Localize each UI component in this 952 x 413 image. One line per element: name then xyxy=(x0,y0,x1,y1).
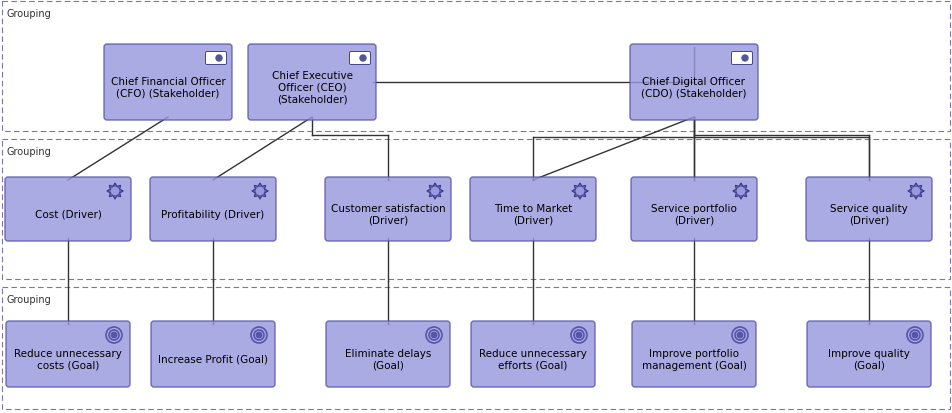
Circle shape xyxy=(431,333,437,338)
Text: Service portfolio
(Driver): Service portfolio (Driver) xyxy=(651,204,737,225)
FancyBboxPatch shape xyxy=(248,45,376,121)
FancyBboxPatch shape xyxy=(470,178,596,242)
FancyBboxPatch shape xyxy=(630,45,758,121)
Polygon shape xyxy=(252,183,268,199)
Polygon shape xyxy=(427,183,443,199)
FancyBboxPatch shape xyxy=(151,321,275,387)
Text: Chief Digital Officer
(CDO) (Stakeholder): Chief Digital Officer (CDO) (Stakeholder… xyxy=(642,77,746,99)
Polygon shape xyxy=(733,183,749,199)
FancyBboxPatch shape xyxy=(325,178,451,242)
Text: Improve portfolio
management (Goal): Improve portfolio management (Goal) xyxy=(642,348,746,370)
FancyBboxPatch shape xyxy=(5,178,131,242)
Text: Customer satisfaction
(Driver): Customer satisfaction (Driver) xyxy=(330,204,446,225)
Circle shape xyxy=(360,56,366,62)
Text: Chief Executive
Officer (CEO)
(Stakeholder): Chief Executive Officer (CEO) (Stakehold… xyxy=(271,71,352,104)
FancyBboxPatch shape xyxy=(806,178,932,242)
Text: Reduce unnecessary
costs (Goal): Reduce unnecessary costs (Goal) xyxy=(14,348,122,370)
Circle shape xyxy=(431,188,439,195)
Circle shape xyxy=(738,333,743,338)
FancyBboxPatch shape xyxy=(807,321,931,387)
FancyBboxPatch shape xyxy=(104,45,232,121)
FancyBboxPatch shape xyxy=(150,178,276,242)
Text: Grouping: Grouping xyxy=(6,294,50,304)
Text: Chief Financial Officer
(CFO) (Stakeholder): Chief Financial Officer (CFO) (Stakehold… xyxy=(110,77,226,99)
FancyBboxPatch shape xyxy=(326,321,450,387)
Circle shape xyxy=(742,56,748,62)
Polygon shape xyxy=(572,183,588,199)
Circle shape xyxy=(577,188,584,195)
Circle shape xyxy=(913,188,920,195)
FancyBboxPatch shape xyxy=(471,321,595,387)
Text: Grouping: Grouping xyxy=(6,147,50,157)
Circle shape xyxy=(256,188,264,195)
Bar xyxy=(2,2,950,132)
FancyBboxPatch shape xyxy=(632,321,756,387)
Polygon shape xyxy=(107,183,123,199)
Text: Improve quality
(Goal): Improve quality (Goal) xyxy=(828,348,910,370)
Bar xyxy=(2,287,950,409)
Text: Service quality
(Driver): Service quality (Driver) xyxy=(830,204,908,225)
Circle shape xyxy=(577,333,582,338)
FancyBboxPatch shape xyxy=(6,321,130,387)
Circle shape xyxy=(256,333,262,338)
Text: Eliminate delays
(Goal): Eliminate delays (Goal) xyxy=(345,348,431,370)
Circle shape xyxy=(738,188,744,195)
Bar xyxy=(2,140,950,279)
Circle shape xyxy=(913,333,918,338)
Text: Reduce unnecessary
efforts (Goal): Reduce unnecessary efforts (Goal) xyxy=(479,348,587,370)
Text: Cost (Driver): Cost (Driver) xyxy=(34,209,102,219)
FancyBboxPatch shape xyxy=(631,178,757,242)
Text: Increase Profit (Goal): Increase Profit (Goal) xyxy=(158,354,268,364)
Circle shape xyxy=(111,188,118,195)
FancyBboxPatch shape xyxy=(349,52,370,65)
Circle shape xyxy=(111,333,116,338)
FancyBboxPatch shape xyxy=(206,52,227,65)
FancyBboxPatch shape xyxy=(731,52,752,65)
Polygon shape xyxy=(908,183,924,199)
Circle shape xyxy=(216,56,222,62)
Text: Time to Market
(Driver): Time to Market (Driver) xyxy=(494,204,572,225)
Text: Profitability (Driver): Profitability (Driver) xyxy=(162,209,265,219)
Text: Grouping: Grouping xyxy=(6,9,50,19)
